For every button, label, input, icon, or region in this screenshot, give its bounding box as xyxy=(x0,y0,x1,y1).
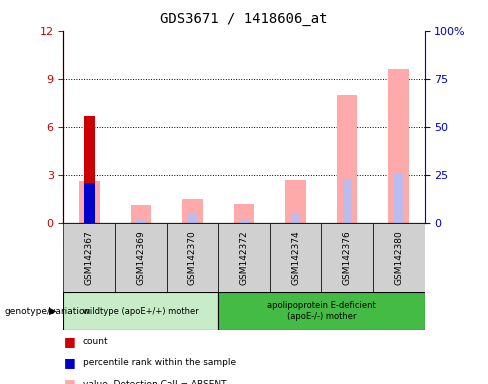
Text: GSM142372: GSM142372 xyxy=(240,230,248,285)
Text: value, Detection Call = ABSENT: value, Detection Call = ABSENT xyxy=(83,379,226,384)
Text: GSM142376: GSM142376 xyxy=(343,230,352,285)
Bar xyxy=(291,214,300,223)
Bar xyxy=(343,180,352,223)
FancyBboxPatch shape xyxy=(166,223,218,292)
Text: count: count xyxy=(83,337,109,346)
Bar xyxy=(285,180,306,223)
Bar xyxy=(337,95,358,223)
Text: GSM142367: GSM142367 xyxy=(85,230,94,285)
Bar xyxy=(234,204,254,223)
FancyBboxPatch shape xyxy=(63,292,218,330)
Text: ■: ■ xyxy=(63,377,75,384)
Bar xyxy=(394,173,404,223)
Bar xyxy=(83,183,95,223)
Text: GSM142369: GSM142369 xyxy=(136,230,145,285)
Bar xyxy=(83,116,95,223)
Text: wildtype (apoE+/+) mother: wildtype (apoE+/+) mother xyxy=(83,306,199,316)
FancyBboxPatch shape xyxy=(115,223,166,292)
FancyBboxPatch shape xyxy=(322,223,373,292)
Bar xyxy=(239,219,249,223)
FancyBboxPatch shape xyxy=(63,223,115,292)
Bar xyxy=(188,214,197,223)
Text: ▶: ▶ xyxy=(49,306,56,316)
Text: GSM142374: GSM142374 xyxy=(291,230,300,285)
Text: apolipoprotein E-deficient
(apoE-/-) mother: apolipoprotein E-deficient (apoE-/-) mot… xyxy=(267,301,376,321)
Bar xyxy=(388,69,409,223)
Bar xyxy=(136,220,145,223)
Bar xyxy=(79,181,100,223)
Text: GSM142380: GSM142380 xyxy=(394,230,403,285)
FancyBboxPatch shape xyxy=(218,223,270,292)
Bar xyxy=(84,182,94,223)
Bar xyxy=(182,199,203,223)
FancyBboxPatch shape xyxy=(373,223,425,292)
Text: GDS3671 / 1418606_at: GDS3671 / 1418606_at xyxy=(160,12,328,25)
FancyBboxPatch shape xyxy=(270,223,322,292)
Bar xyxy=(130,205,151,223)
Text: ■: ■ xyxy=(63,356,75,369)
Text: percentile rank within the sample: percentile rank within the sample xyxy=(83,358,236,367)
Text: genotype/variation: genotype/variation xyxy=(5,306,91,316)
FancyBboxPatch shape xyxy=(218,292,425,330)
Text: GSM142370: GSM142370 xyxy=(188,230,197,285)
Text: ■: ■ xyxy=(63,335,75,348)
